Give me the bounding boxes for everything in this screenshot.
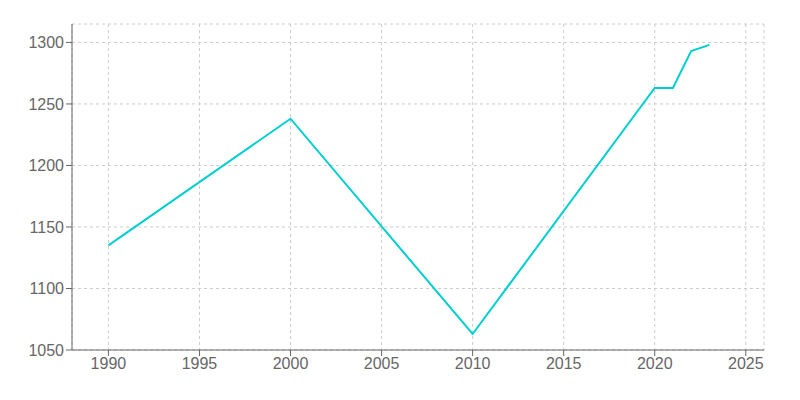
svg-text:2010: 2010 (455, 355, 491, 372)
svg-text:1995: 1995 (182, 355, 218, 372)
svg-text:1050: 1050 (28, 342, 64, 359)
svg-text:2020: 2020 (637, 355, 673, 372)
svg-text:1200: 1200 (28, 157, 64, 174)
svg-text:2005: 2005 (364, 355, 400, 372)
svg-text:2015: 2015 (546, 355, 582, 372)
svg-text:1990: 1990 (91, 355, 127, 372)
svg-text:1300: 1300 (28, 34, 64, 51)
svg-text:1150: 1150 (30, 219, 65, 236)
svg-text:2000: 2000 (273, 355, 309, 372)
svg-text:1100: 1100 (30, 280, 65, 297)
svg-text:2025: 2025 (728, 355, 764, 372)
svg-text:1250: 1250 (28, 96, 64, 113)
